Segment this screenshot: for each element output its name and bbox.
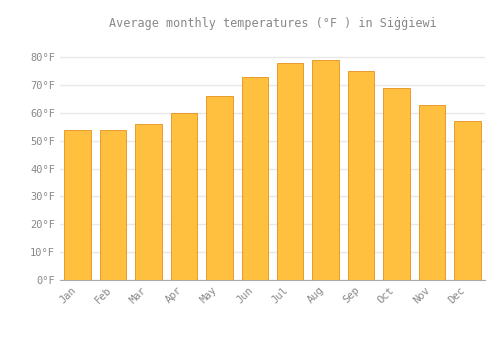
Bar: [100, 130, 126, 280]
Bar: [312, 60, 339, 280]
Bar: [277, 63, 303, 280]
Bar: [418, 105, 445, 280]
Bar: [170, 113, 197, 280]
Bar: [136, 124, 162, 280]
Bar: [64, 130, 91, 280]
Title: Average monthly temperatures (°F ) in Siġġiewi: Average monthly temperatures (°F ) in Si…: [108, 17, 436, 30]
Bar: [454, 121, 480, 280]
Bar: [206, 96, 233, 280]
Bar: [242, 77, 268, 280]
Bar: [348, 71, 374, 280]
Bar: [383, 88, 409, 280]
